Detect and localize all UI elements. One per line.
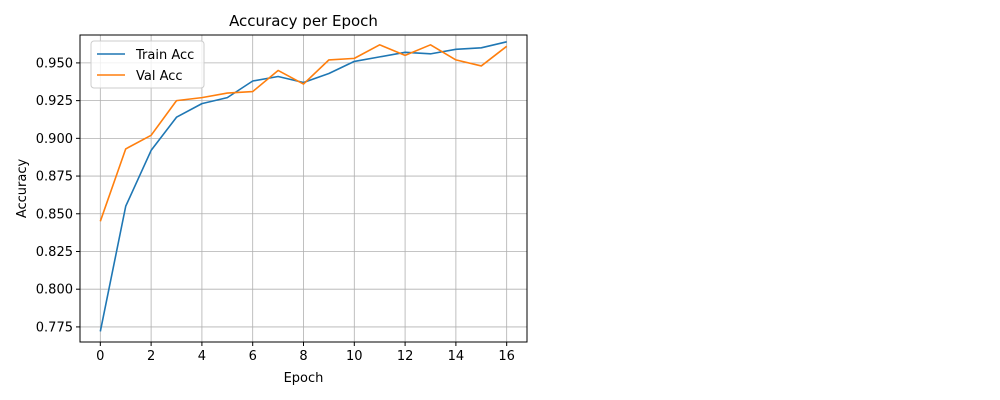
x-tick-label: 8 <box>299 349 307 364</box>
legend-box <box>90 40 205 89</box>
y-tick-label: 0.875 <box>36 170 73 185</box>
x-tick-label: 12 <box>397 349 414 364</box>
x-tick-label: 14 <box>448 349 465 364</box>
y-tick-label: 0.850 <box>36 207 73 222</box>
legend-label: Val Acc <box>136 69 183 84</box>
grid <box>80 35 527 342</box>
x-axis-title: Epoch <box>284 371 324 386</box>
y-tick-label: 0.800 <box>36 283 73 298</box>
x-tick-label: 16 <box>498 349 515 364</box>
y-tick-label: 0.775 <box>36 320 73 335</box>
series-lines <box>99 41 508 332</box>
legend-label: Train Acc <box>135 48 194 63</box>
series-line-val-acc <box>99 44 508 222</box>
y-tick-label: 0.950 <box>36 56 73 71</box>
x-axis-ticks: 0 2 4 6 8 10 12 14 16 <box>96 342 515 364</box>
y-axis-title: Accuracy <box>15 159 30 219</box>
x-tick-label: 4 <box>198 349 206 364</box>
chart-title: Accuracy per Epoch <box>229 12 378 30</box>
x-tick-label: 0 <box>96 349 104 364</box>
legend: Train Acc Val Acc <box>90 40 205 89</box>
x-tick-label: 10 <box>346 349 363 364</box>
x-tick-label: 6 <box>249 349 257 364</box>
y-tick-label: 0.900 <box>36 132 73 147</box>
y-tick-label: 0.825 <box>36 245 73 260</box>
x-tick-label: 2 <box>147 349 155 364</box>
y-tick-label: 0.925 <box>36 94 73 109</box>
series-line-train-acc <box>99 41 507 332</box>
y-axis-ticks: 0.775 0.800 0.825 0.850 0.875 0.900 0.925 0.950 <box>36 56 80 335</box>
